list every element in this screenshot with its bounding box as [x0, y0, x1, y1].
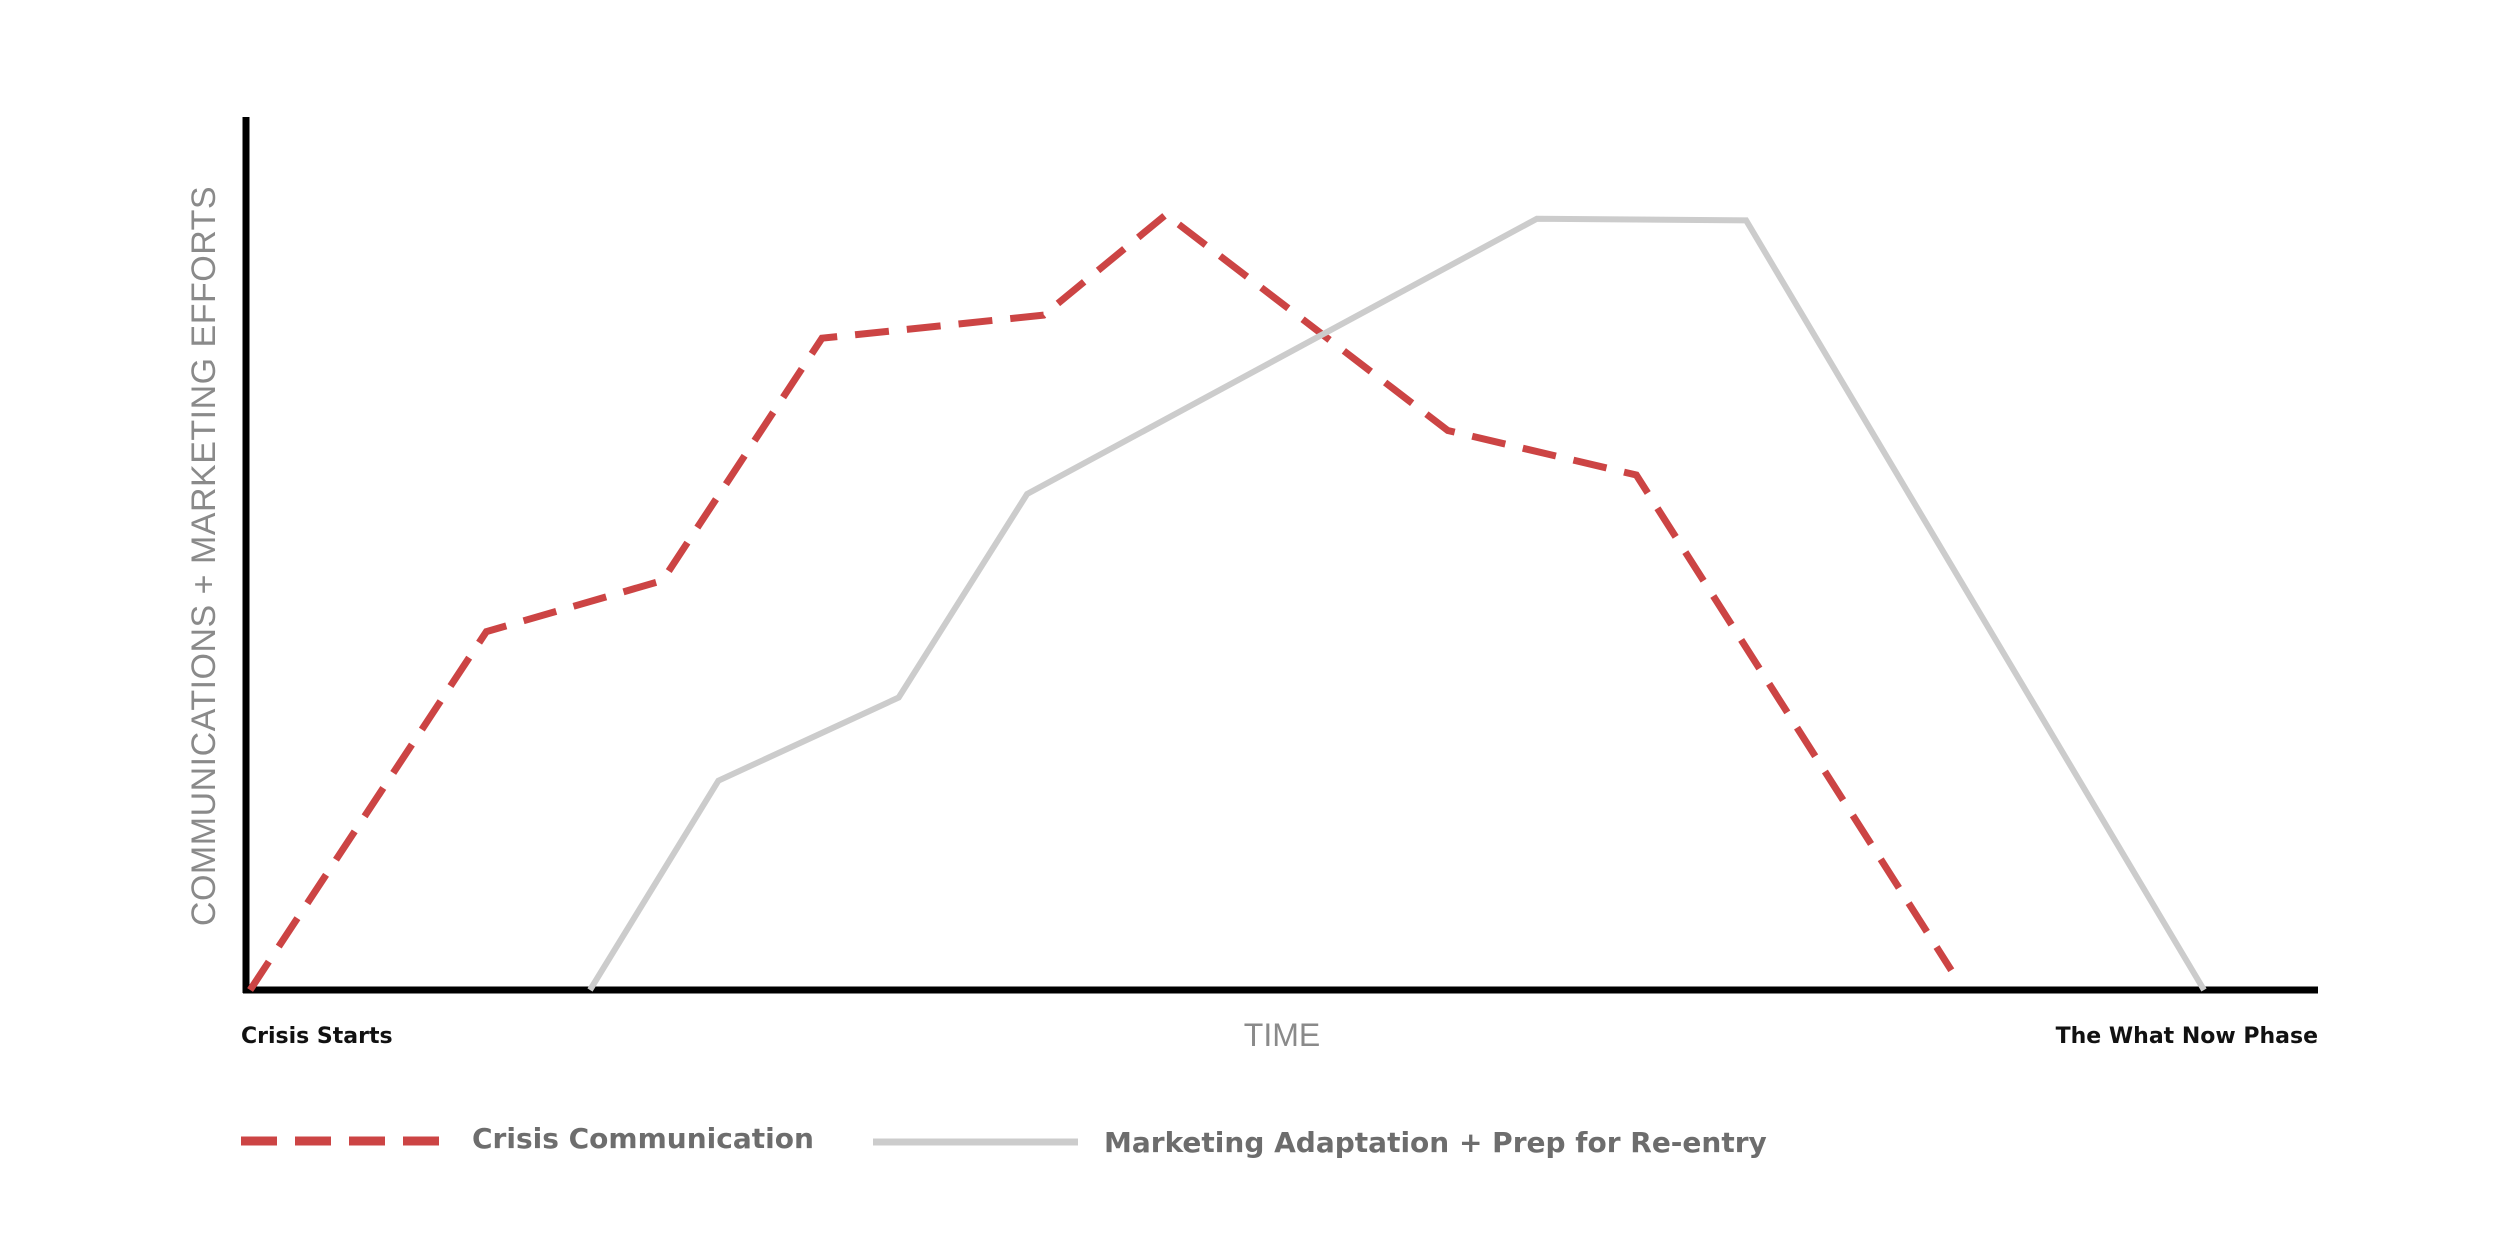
series-line-marketing — [587, 215, 2207, 992]
legend-item-marketing: Marketing Adaptation + Prep for Re-entry — [873, 1126, 1767, 1159]
series-crisis — [247, 210, 1955, 992]
series-marketing — [587, 215, 2207, 992]
legend-label-marketing: Marketing Adaptation + Prep for Re-entry — [1104, 1126, 1767, 1159]
series-line-crisis — [247, 210, 1955, 992]
y-axis-title: COMMUNICATIONS + MARKETING EFFORTS — [185, 186, 223, 926]
x-tick-label-start: Crisis Starts — [241, 1024, 393, 1049]
x-axis-title: TIME — [1244, 1017, 1320, 1053]
legend-label-crisis: Crisis Communication — [472, 1122, 814, 1155]
x-tick-label-end: The What Now Phase — [2056, 1024, 2318, 1049]
series-layer — [247, 210, 2207, 992]
legend-item-crisis: Crisis Communication — [241, 1122, 814, 1155]
legend: Crisis Communication Marketing Adaptatio… — [241, 1122, 1767, 1159]
